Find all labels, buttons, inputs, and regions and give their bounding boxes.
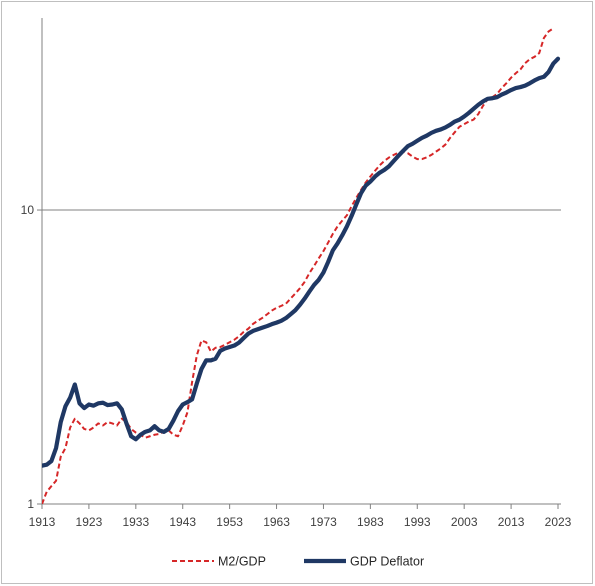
x-tick-label: 1943 (169, 515, 196, 529)
y-tick-label: 10 (21, 203, 35, 217)
x-tick-label: 1993 (404, 515, 431, 529)
x-tick-label: 1933 (122, 515, 149, 529)
x-tick-label: 2023 (545, 515, 572, 529)
legend-label: M2/GDP (218, 555, 266, 569)
x-tick-label: 2003 (451, 515, 478, 529)
x-tick-label: 1953 (216, 515, 243, 529)
x-tick-label: 1983 (357, 515, 384, 529)
series-lines (42, 27, 561, 504)
legend-label: GDP Deflator (350, 555, 424, 569)
x-tick-label: 1963 (263, 515, 290, 529)
x-tick-label: 1973 (310, 515, 337, 529)
x-tick-label: 1923 (76, 515, 103, 529)
y-tick-label: 1 (27, 497, 34, 511)
series-line-gdp-deflator (42, 56, 561, 468)
legend: M2/GDP GDP Deflator (172, 555, 424, 569)
x-tick-label: 1913 (29, 515, 56, 529)
y-axis-ticks: 1 10 (21, 203, 42, 511)
axes (41, 18, 561, 505)
x-axis-ticks: 1913 1923 1933 1943 1953 1963 1973 1983 1993 2003… (29, 504, 572, 529)
x-tick-label: 2013 (498, 515, 525, 529)
series-line-m2-gdp (42, 27, 554, 504)
